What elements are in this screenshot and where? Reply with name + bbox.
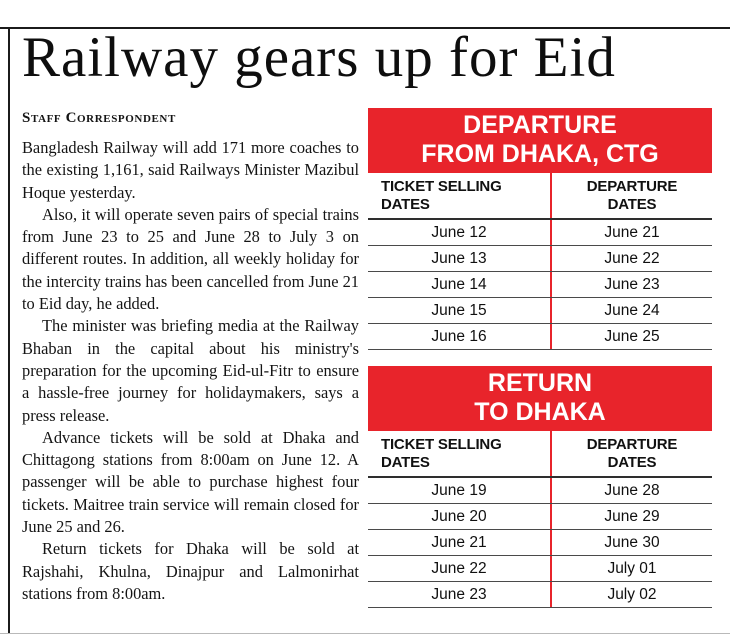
headline: Railway gears up for Eid xyxy=(22,26,616,89)
header-label-line: DATES xyxy=(607,196,657,213)
left-rule xyxy=(8,29,10,633)
header-label-line: DEPARTURE xyxy=(586,436,678,453)
column-header-ticket-selling: TICKET SELLING DATES xyxy=(368,431,553,476)
departure-date-cell: June 23 xyxy=(604,276,660,293)
banner-line: TO DHAKA xyxy=(474,398,606,426)
byline: Staff Correspondent xyxy=(22,110,176,126)
table-header: TICKET SELLING DATES DEPARTURE DATES xyxy=(368,431,712,478)
paragraph: Bangladesh Railway will add 171 more coa… xyxy=(22,138,359,202)
departure-date-cell: June 29 xyxy=(604,508,660,525)
table-row: June 19 June 28 xyxy=(368,478,712,504)
paragraph: Advance tickets will be sold at Dhaka an… xyxy=(22,427,359,537)
banner-line: FROM DHAKA, CTG xyxy=(421,140,659,168)
departure-date-cell: July 01 xyxy=(607,560,657,577)
return-table: TICKET SELLING DATES DEPARTURE DATES Jun… xyxy=(368,431,712,608)
paragraph: The minister was briefing media at the R… xyxy=(22,316,359,425)
paragraph: Also, it will operate seven pairs of spe… xyxy=(22,204,359,314)
table-header: TICKET SELLING DATES DEPARTURE DATES xyxy=(368,173,712,220)
header-label-line: DEPARTURE xyxy=(586,178,678,195)
departure-table: TICKET SELLING DATES DEPARTURE DATES Jun… xyxy=(368,173,712,350)
table-row: June 21 June 30 xyxy=(368,530,712,556)
column-header-departure: DEPARTURE DATES xyxy=(552,431,712,476)
header-label-line: TICKET SELLING xyxy=(381,178,502,195)
table-row: June 15 June 24 xyxy=(368,298,712,324)
departure-date-cell: June 30 xyxy=(604,534,660,551)
ticket-date-cell: June 12 xyxy=(368,220,553,245)
table-row: June 23 July 02 xyxy=(368,582,712,608)
table-row: June 16 June 25 xyxy=(368,324,712,350)
ticket-date-cell: June 21 xyxy=(368,530,553,555)
column-header-departure: DEPARTURE DATES xyxy=(552,173,712,218)
table-row: June 22 July 01 xyxy=(368,556,712,582)
departure-date-cell: June 22 xyxy=(604,250,660,267)
departure-date-cell: June 24 xyxy=(604,302,660,319)
departure-date-cell: June 25 xyxy=(604,328,660,345)
schedule-panel: DEPARTURE FROM DHAKA, CTG TICKET SELLING… xyxy=(368,108,712,608)
ticket-date-cell: June 13 xyxy=(368,246,553,271)
paragraph: Return tickets for Dhaka will be sold at… xyxy=(22,539,359,603)
departure-date-cell: June 21 xyxy=(604,224,660,241)
ticket-date-cell: June 14 xyxy=(368,272,553,297)
departure-date-cell: July 02 xyxy=(607,586,657,603)
header-label-line: DATES xyxy=(381,454,430,471)
top-rule xyxy=(0,27,730,29)
banner-line: RETURN xyxy=(487,369,593,397)
ticket-date-cell: June 20 xyxy=(368,504,553,529)
table-row: June 14 June 23 xyxy=(368,272,712,298)
ticket-date-cell: June 23 xyxy=(368,582,553,607)
return-banner: RETURN TO DHAKA xyxy=(368,366,712,431)
table-row: June 20 June 29 xyxy=(368,504,712,530)
banner-line: DEPARTURE xyxy=(463,111,617,139)
column-header-ticket-selling: TICKET SELLING DATES xyxy=(368,173,553,218)
ticket-date-cell: June 16 xyxy=(368,324,553,349)
article-body: Bangladesh Railway will add 171 more coa… xyxy=(22,137,359,605)
header-label-line: DATES xyxy=(607,454,657,471)
header-label-line: TICKET SELLING xyxy=(381,436,502,453)
table-row: June 12 June 21 xyxy=(368,220,712,246)
table-row: June 13 June 22 xyxy=(368,246,712,272)
departure-date-cell: June 28 xyxy=(604,482,660,499)
ticket-date-cell: June 19 xyxy=(368,478,553,503)
header-label-line: DATES xyxy=(381,196,430,213)
departure-banner: DEPARTURE FROM DHAKA, CTG xyxy=(368,108,712,173)
ticket-date-cell: June 22 xyxy=(368,556,553,581)
ticket-date-cell: June 15 xyxy=(368,298,553,323)
